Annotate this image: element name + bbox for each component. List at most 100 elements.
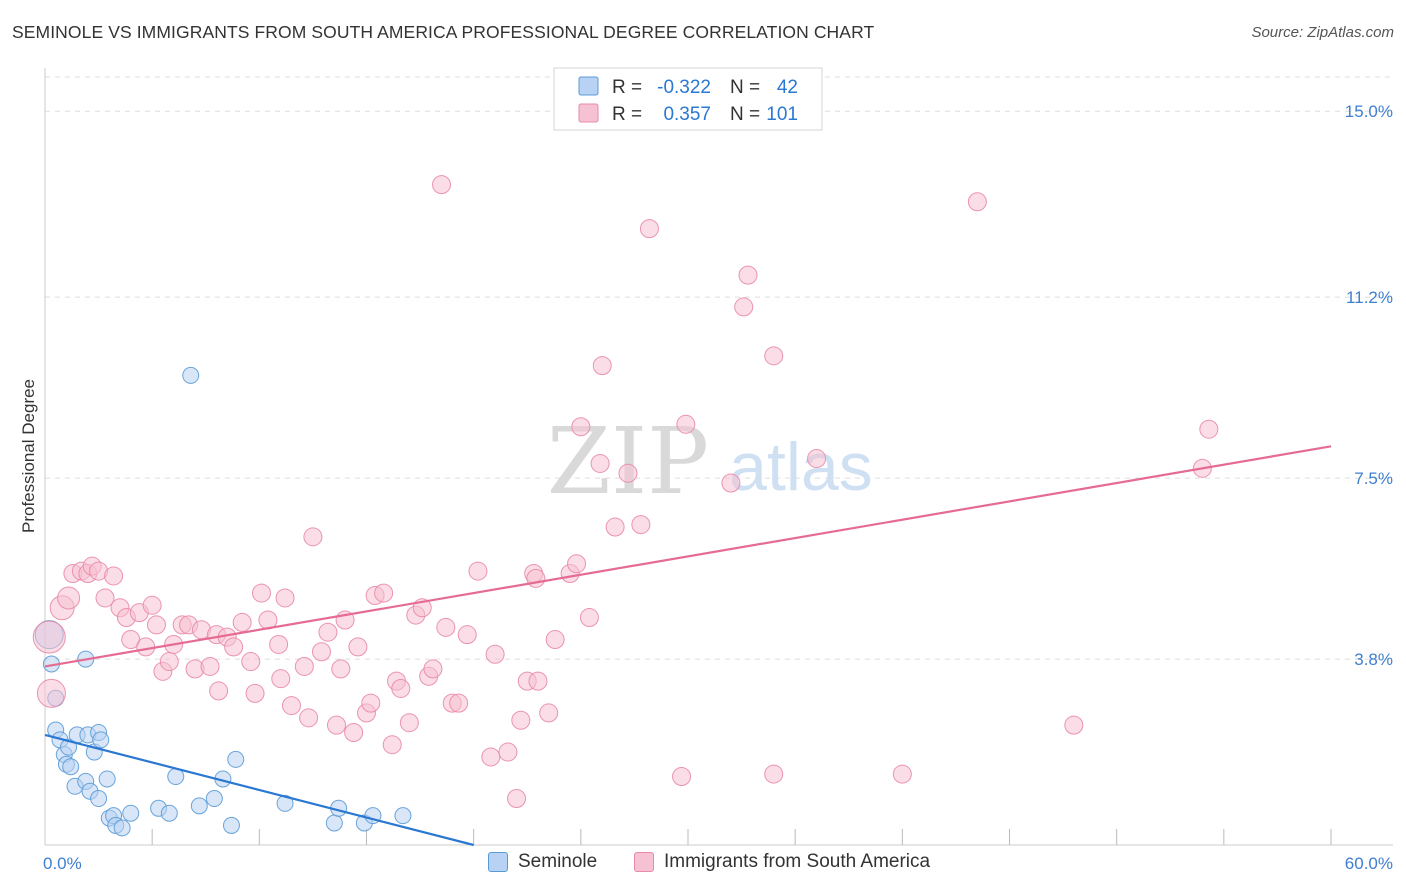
trend-layer [44,445,1332,847]
immigrants-point[interactable] [136,637,156,657]
immigrants-point[interactable] [545,630,565,650]
immigrants-point[interactable] [468,561,488,581]
immigrants-point[interactable] [391,678,411,698]
immigrants-point[interactable] [159,652,179,672]
immigrants-point[interactable] [294,656,314,676]
immigrants-point[interactable] [299,708,319,728]
immigrants-point[interactable] [436,617,456,637]
immigrants-point[interactable] [303,527,323,547]
immigrants-point[interactable] [567,554,587,574]
immigrants-point[interactable] [605,517,625,537]
seminole-point[interactable] [222,816,240,834]
immigrants-point[interactable] [241,652,261,672]
immigrants-point[interactable] [361,693,381,713]
immigrants-point[interactable] [142,595,162,615]
immigrants-point[interactable] [498,742,518,762]
immigrants-point[interactable] [281,696,301,716]
immigrants-point[interactable] [449,693,469,713]
immigrants-point[interactable] [104,566,124,586]
immigrants-point[interactable] [481,747,501,767]
axis-layer: 3.8% 7.5% 11.2% 15.0% 0.0% 60.0% [43,68,1393,873]
immigrants-point[interactable] [738,265,758,285]
seminole-point[interactable] [62,758,80,776]
immigrants-point[interactable] [528,671,548,691]
seminole-point[interactable] [90,790,108,808]
immigrants-point[interactable] [672,767,692,787]
immigrants-point[interactable] [32,620,66,654]
immigrants-point[interactable] [318,622,338,642]
seminole-point[interactable] [182,366,200,384]
immigrants-point[interactable] [967,192,987,212]
immigrants-point[interactable] [344,722,364,742]
seminole-point[interactable] [325,814,343,832]
immigrants-point[interactable] [676,414,696,434]
legend-swatch-immigrants [578,103,599,123]
seminole-point[interactable] [190,797,208,815]
immigrants-point[interactable] [95,588,115,608]
legend-item-seminole[interactable]: Seminole [488,851,597,873]
immigrants-point[interactable] [507,789,527,809]
immigrants-point[interactable] [892,764,912,784]
seminole-point[interactable] [92,731,110,749]
seminole-point[interactable] [276,794,294,812]
immigrants-point[interactable] [311,642,331,662]
legend-bottom-label-immigrants: Immigrants from South America [664,851,931,872]
y-axis-label: Professional Degree [19,379,38,533]
immigrants-point[interactable] [251,583,271,603]
immigrants-point[interactable] [807,449,827,469]
immigrants-point[interactable] [721,473,741,493]
immigrants-point[interactable] [571,417,591,437]
immigrants-point[interactable] [275,588,295,608]
legend-r-label-seminole: R = [612,77,642,98]
immigrants-point[interactable] [526,568,546,588]
immigrants-point[interactable] [1064,715,1084,735]
immigrants-point[interactable] [326,715,346,735]
immigrants-point[interactable] [579,608,599,628]
immigrants-point[interactable] [1199,419,1219,439]
immigrants-point[interactable] [457,625,477,645]
immigrants-point[interactable] [734,297,754,317]
immigrants-point[interactable] [485,644,505,664]
immigrants-point[interactable] [618,463,638,483]
watermark-atlas: atlas [729,429,873,505]
immigrants-point[interactable] [631,515,651,535]
immigrants-point[interactable] [146,615,166,635]
immigrants-point[interactable] [245,683,265,703]
immigrants-point[interactable] [36,678,66,708]
seminole-point[interactable] [394,807,412,825]
legend-item-immigrants[interactable]: Immigrants from South America [634,851,930,873]
immigrants-point[interactable] [348,637,368,657]
immigrants-point[interactable] [432,175,452,195]
immigrants-point[interactable] [224,637,244,657]
legend-bottom-swatch-seminole [488,852,508,872]
seminole-point[interactable] [60,738,78,756]
chart-title: SEMINOLE VS IMMIGRANTS FROM SOUTH AMERIC… [12,22,875,42]
immigrants-point[interactable] [269,634,289,654]
seminole-point[interactable] [205,790,223,808]
immigrants-point[interactable] [232,612,252,632]
seminole-point[interactable] [113,819,131,837]
immigrants-point[interactable] [539,703,559,723]
legend-n-value-immigrants: 101 [766,104,798,125]
immigrants-point[interactable] [331,659,351,679]
immigrants-point[interactable] [639,219,659,239]
immigrants-point[interactable] [209,681,229,701]
immigrants-point[interactable] [399,713,419,733]
immigrants-point[interactable] [271,669,291,689]
immigrants-point[interactable] [592,356,612,376]
immigrants-point[interactable] [590,453,610,473]
seminole-trend-line [44,733,474,847]
immigrants-point[interactable] [57,586,81,610]
immigrants-point[interactable] [423,659,443,679]
seminole-point[interactable] [98,770,116,788]
immigrants-point[interactable] [200,656,220,676]
seminole-point[interactable] [122,804,140,822]
immigrants-point[interactable] [511,710,531,730]
legend-r-value-immigrants: 0.357 [663,104,711,125]
seminole-point[interactable] [160,804,178,822]
immigrants-point[interactable] [764,346,784,366]
immigrants-point[interactable] [382,735,402,755]
immigrants-point[interactable] [374,583,394,603]
immigrants-point[interactable] [764,764,784,784]
seminole-point[interactable] [227,750,245,768]
